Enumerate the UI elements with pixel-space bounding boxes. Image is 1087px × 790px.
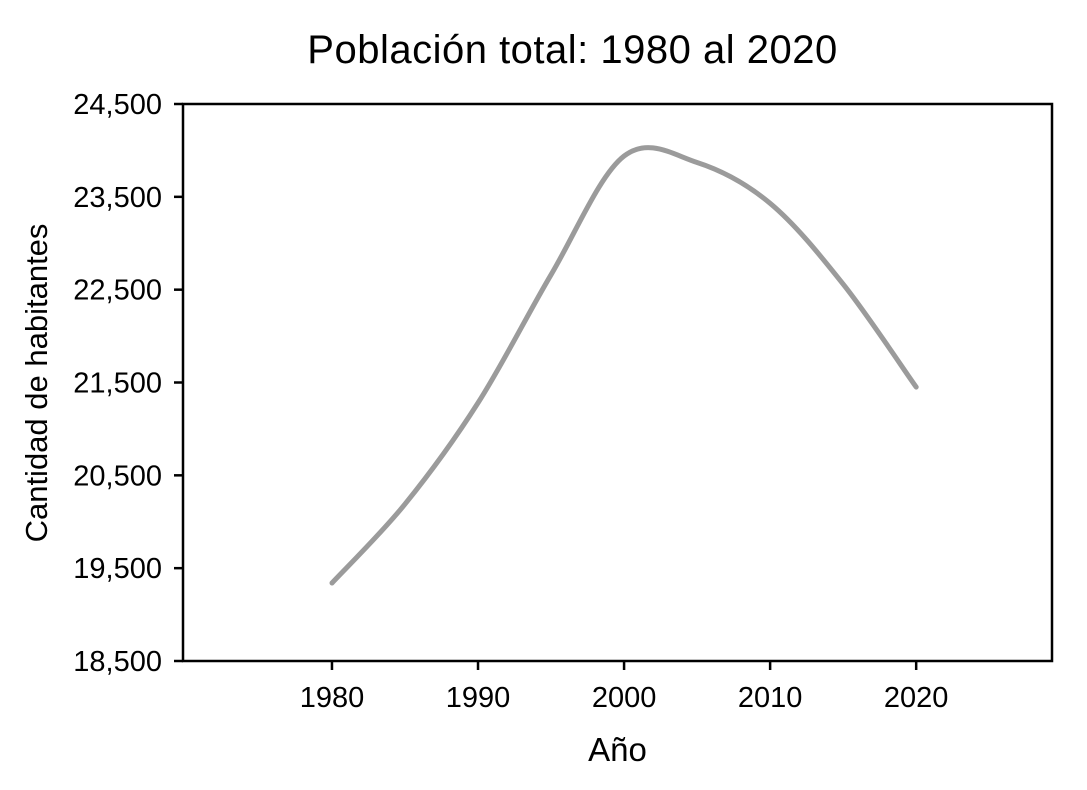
- plot-frame: [181, 102, 1054, 663]
- chart-title: Población total: 1980 al 2020: [307, 28, 838, 72]
- x-tick-label: 2020: [884, 682, 949, 714]
- y-tick-label: 18,500: [73, 646, 162, 678]
- x-tick-label: 2000: [592, 682, 657, 714]
- y-tick-label: 22,500: [73, 275, 162, 307]
- x-tick-label: 1980: [300, 682, 365, 714]
- y-tick-label: 23,500: [73, 182, 162, 214]
- population-line: [329, 145, 919, 586]
- x-tick-label: 1990: [446, 682, 511, 714]
- y-tick-label: 20,500: [73, 460, 162, 492]
- x-tick-label: 2010: [738, 682, 803, 714]
- x-axis-title: Año: [588, 731, 647, 768]
- y-tick-label: 19,500: [73, 553, 162, 585]
- y-tick-label: 24,500: [73, 89, 162, 121]
- y-tick-label: 21,500: [73, 368, 162, 400]
